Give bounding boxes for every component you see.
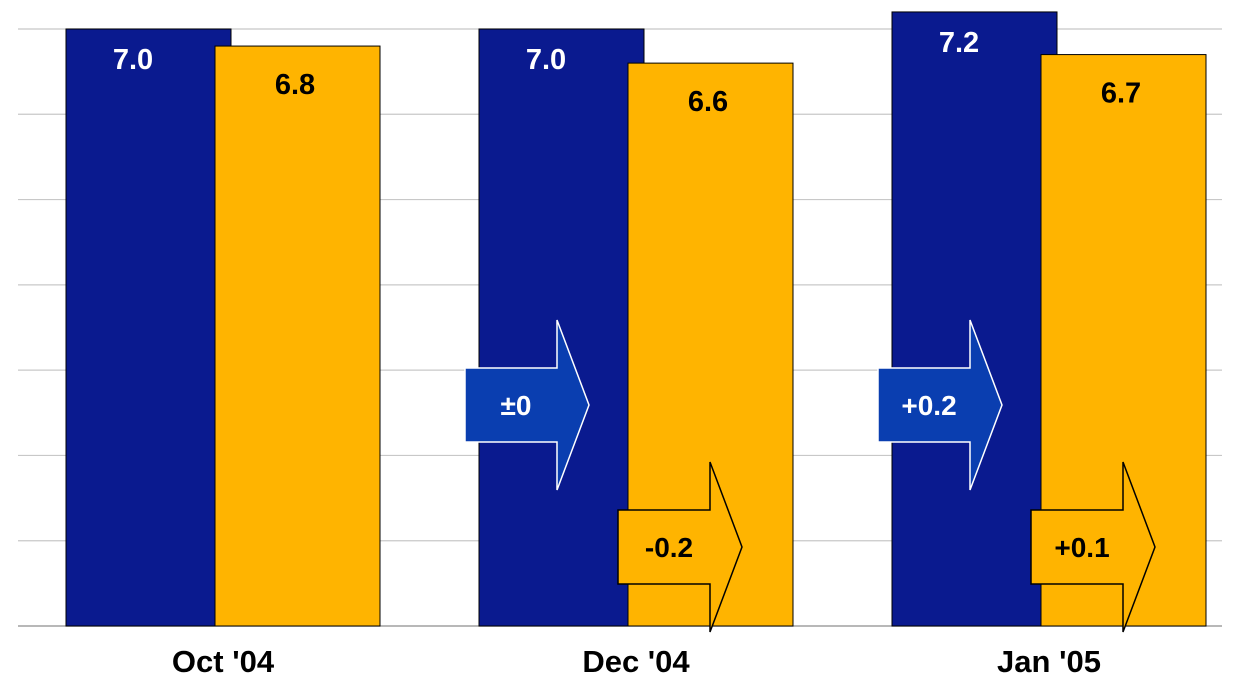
- bar-blue: [891, 11, 1058, 627]
- x-tick-label: Jan '05: [997, 644, 1101, 679]
- data-label: 7.0: [526, 44, 566, 76]
- change-label: +0.1: [1054, 532, 1109, 563]
- change-label: ±0: [501, 390, 532, 421]
- data-label: 6.6: [688, 86, 728, 118]
- change-arrow: [464, 319, 590, 491]
- x-tick-labels: Oct '04 Dec '04 Jan '05: [172, 644, 1101, 679]
- bar-yellow: [214, 45, 381, 627]
- bar-blue: [65, 28, 232, 627]
- change-arrows: ±0 -0.2 +0.2 +0.1: [464, 319, 1156, 633]
- value-labels: 7.0 6.8 7.0 6.6 7.2 6.7: [113, 27, 1141, 118]
- change-arrow: [617, 461, 743, 633]
- change-label: +0.2: [901, 390, 956, 421]
- data-label: 7.2: [939, 27, 979, 59]
- data-label: 7.0: [113, 44, 153, 76]
- change-arrow: [877, 319, 1003, 491]
- data-label: 6.7: [1101, 78, 1141, 110]
- change-arrow: [1030, 461, 1156, 633]
- x-tick-label: Dec '04: [582, 644, 690, 679]
- bar-blue: [478, 28, 645, 627]
- data-label: 6.8: [275, 69, 315, 101]
- change-label: -0.2: [645, 532, 693, 563]
- x-tick-label: Oct '04: [172, 644, 275, 679]
